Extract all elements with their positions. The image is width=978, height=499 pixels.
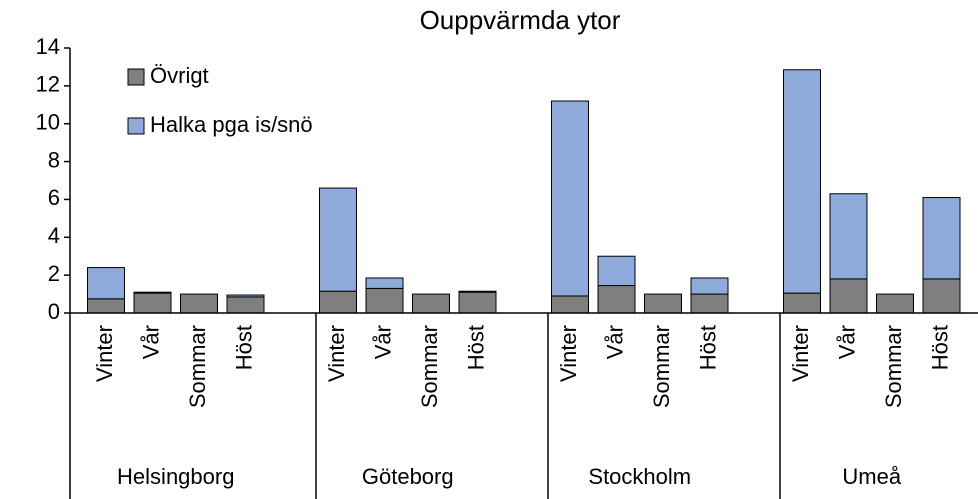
- legend-swatch: [127, 68, 145, 86]
- chart-title: Ouppvärmda ytor: [420, 5, 621, 35]
- x-tick-label: Vår: [834, 325, 859, 359]
- x-tick-label: Vår: [602, 325, 627, 359]
- bar-segment: [133, 291, 172, 294]
- y-tick-label: 0: [48, 299, 60, 324]
- bar-segment: [133, 292, 172, 314]
- x-tick-label: Vinter: [556, 325, 581, 382]
- bar-segment: [783, 292, 821, 314]
- x-tick-label: Vår: [138, 325, 163, 359]
- bar-segment: [829, 278, 868, 314]
- bar-segment: [644, 293, 682, 314]
- bar-segment: [922, 278, 961, 314]
- x-tick-label: Sommar: [417, 325, 442, 408]
- x-tick-label: Sommar: [649, 325, 674, 408]
- bar-segment: [551, 100, 589, 297]
- bar-segment: [597, 255, 636, 287]
- x-tick-label: Höst: [927, 325, 952, 370]
- y-tick-label: 8: [48, 147, 60, 172]
- bar-segment: [690, 293, 729, 314]
- y-tick-label: 2: [48, 261, 60, 286]
- legend-swatch: [127, 117, 145, 135]
- bar-segment: [319, 187, 357, 292]
- x-tick-label: Höst: [463, 325, 488, 370]
- bar-segment: [876, 293, 914, 314]
- bar-segment: [458, 290, 497, 293]
- x-tick-label: Höst: [695, 325, 720, 370]
- group-label: Göteborg: [362, 464, 454, 489]
- bar-segment: [180, 293, 218, 314]
- y-tick-label: 10: [36, 110, 60, 135]
- bar-segment: [551, 295, 589, 314]
- legend-label: Övrigt: [150, 63, 209, 88]
- y-tick-label: 14: [36, 34, 60, 59]
- bar-segment: [922, 197, 961, 280]
- x-tick-label: Sommar: [881, 325, 906, 408]
- y-tick-label: 6: [48, 185, 60, 210]
- bar-segment: [829, 193, 868, 280]
- bar-segment: [319, 290, 357, 314]
- y-tick-label: 4: [48, 223, 60, 248]
- group-label: Helsingborg: [117, 464, 234, 489]
- group-label: Umeå: [842, 464, 901, 489]
- bar-segment: [365, 277, 404, 289]
- bar-segment: [690, 277, 729, 295]
- x-tick-label: Sommar: [185, 325, 210, 408]
- x-tick-label: Vinter: [324, 325, 349, 382]
- x-tick-label: Vinter: [92, 325, 117, 382]
- bar-segment: [87, 298, 125, 314]
- group-label: Stockholm: [588, 464, 691, 489]
- bar-segment: [226, 294, 265, 298]
- bar-segment: [412, 293, 450, 314]
- y-tick-label: 12: [36, 72, 60, 97]
- x-tick-label: Vinter: [788, 325, 813, 382]
- bar-segment: [597, 285, 636, 314]
- bar-segment: [87, 267, 125, 300]
- x-tick-label: Höst: [231, 325, 256, 370]
- bar-segment: [365, 287, 404, 314]
- bar-segment: [458, 291, 497, 314]
- bar-segment: [226, 296, 265, 314]
- bar-segment: [783, 69, 821, 294]
- legend-label: Halka pga is/snö: [150, 112, 313, 137]
- x-tick-label: Vår: [370, 325, 395, 359]
